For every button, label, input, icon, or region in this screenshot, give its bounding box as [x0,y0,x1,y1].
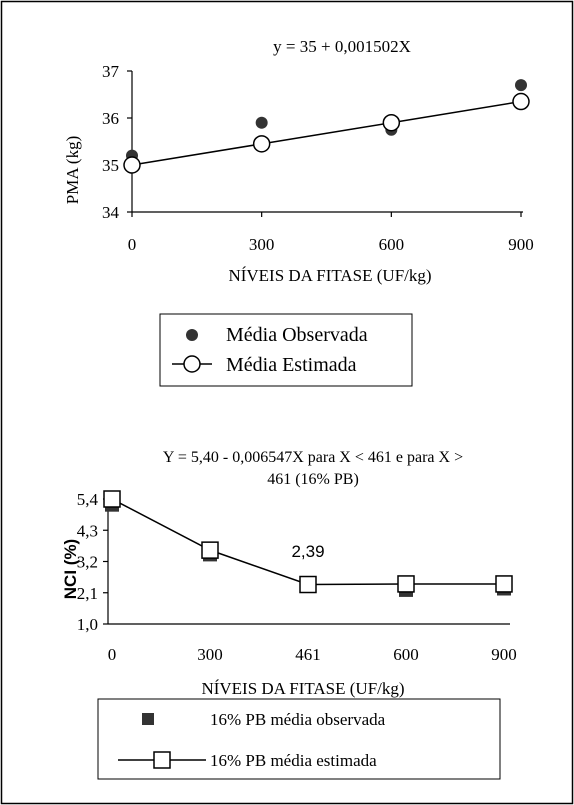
pma-x-axis-label: NÍVEIS DA FITASE (UF/kg) [228,266,431,285]
nci-estimated-point [201,541,219,559]
nci-x-ticks: 0 300 461 600 900 [108,645,517,664]
nci-y-axis-label: NCI (%) [61,539,80,599]
nci-x-tick-label: 600 [393,645,419,664]
pma-legend-box [159,313,413,387]
legend-filled-square-icon [142,713,154,725]
pma-y-tick-label: 35 [102,156,119,175]
pma-y-tick-label: 37 [102,62,120,81]
pma-legend: Média Observada Média Estimada [159,313,413,387]
nci-y-tick-label: 5,4 [77,490,99,509]
nci-legend-estimated-label: 16% PB média estimada [210,751,377,770]
nci-estimated-point [299,575,317,594]
nci-y-ticks: 1,0 2,1 3,2 4,3 5,4 [77,490,108,634]
legend-open-square-icon [153,751,171,769]
nci-x-axis-label: NÍVEIS DA FITASE (UF/kg) [201,679,404,698]
nci-estimated-points [103,490,513,594]
nci-axes [107,493,510,625]
nci-y-tick-label: 1,0 [77,615,98,634]
pma-axes [131,71,523,213]
pma-y-tick-label: 36 [102,109,119,128]
pma-chart: y = 35 + 0,001502X 34 35 36 37 0 300 600 900 P… [63,37,534,387]
pma-legend-observed-label: Média Observada [226,324,368,346]
pma-equation: y = 35 + 0,001502X [273,37,411,56]
pma-estimated-series-line [131,100,522,166]
legend-filled-circle-icon [186,329,198,341]
nci-y-tick-label: 4,3 [77,521,98,540]
nci-x-tick-label: 461 [295,645,321,664]
pma-observed-point [515,79,527,92]
pma-estimated-point [123,156,141,174]
nci-equation-line-1: Y = 5,40 - 0,006547X para X < 461 e para… [163,449,463,466]
nci-legend: 16% PB média observada 16% PB média esti… [97,698,501,780]
pma-x-ticks: 0 300 600 900 [128,212,534,254]
pma-estimated-point [382,113,401,132]
nci-legend-observed-label: 16% PB média observada [210,710,386,729]
nci-annotation-value: 2,39 [291,542,324,561]
nci-estimated-point [495,575,513,593]
pma-estimated-points [123,92,530,174]
legend-open-circle-icon [183,355,201,373]
nci-x-tick-label: 0 [108,645,117,664]
nci-y-tick-label: 2,1 [77,584,98,603]
pma-x-tick-label: 300 [249,235,275,254]
pma-estimated-point [252,135,271,153]
pma-x-tick-label: 600 [379,235,405,254]
pma-x-tick-label: 900 [508,235,534,254]
nci-estimated-point [103,490,121,508]
nci-y-tick-label: 3,2 [77,553,98,572]
nci-chart: Y = 5,40 - 0,006547X para X < 461 e para… [61,449,517,780]
pma-legend-estimated-label: Média Estimada [226,354,357,376]
nci-estimated-point [397,575,415,593]
nci-x-tick-label: 900 [491,645,517,664]
pma-y-axis-label: PMA (kg) [63,136,82,204]
pma-y-tick-label: 34 [102,203,120,222]
pma-estimated-point [512,92,530,111]
nci-equation-line-2: 461 (16% PB) [267,471,359,488]
pma-estimated-line [131,100,522,166]
pma-observed-point [255,116,268,129]
nci-x-tick-label: 300 [197,645,223,664]
pma-x-tick-label: 0 [128,235,137,254]
